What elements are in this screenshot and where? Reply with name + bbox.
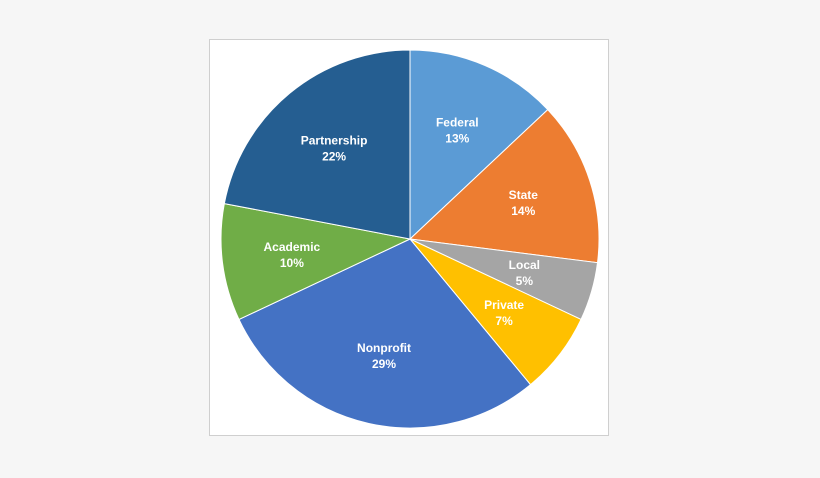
pie-slice-state [408,108,600,264]
pie-slice-academic [220,203,412,321]
pie-slice-partnership [223,49,411,240]
slice-label-partnership: Partnership [301,133,368,147]
slice-label-nonprofit: Nonprofit [357,341,411,355]
slice-label-private: Private [484,298,524,312]
slice-value-local: 5% [516,274,534,288]
pie-slice-nonprofit [238,238,532,429]
slice-value-state: 14% [511,204,535,218]
slice-value-federal: 13% [445,132,469,146]
pie-slice-federal [409,49,549,241]
slice-label-federal: Federal [436,116,479,130]
slice-label-academic: Academic [264,240,321,254]
slice-value-private: 7% [495,314,513,328]
chart-frame: Federal 13% State 14% Local 5% Private 7% Nonpro… [209,39,609,436]
slice-value-academic: 10% [280,256,304,270]
slice-value-partnership: 22% [322,149,346,163]
slice-label-local: Local [509,258,540,272]
slice-value-nonprofit: 29% [372,357,396,371]
pie-chart: Federal 13% State 14% Local 5% Private 7% Nonpro… [220,49,600,429]
slice-label-state: State [509,188,539,202]
